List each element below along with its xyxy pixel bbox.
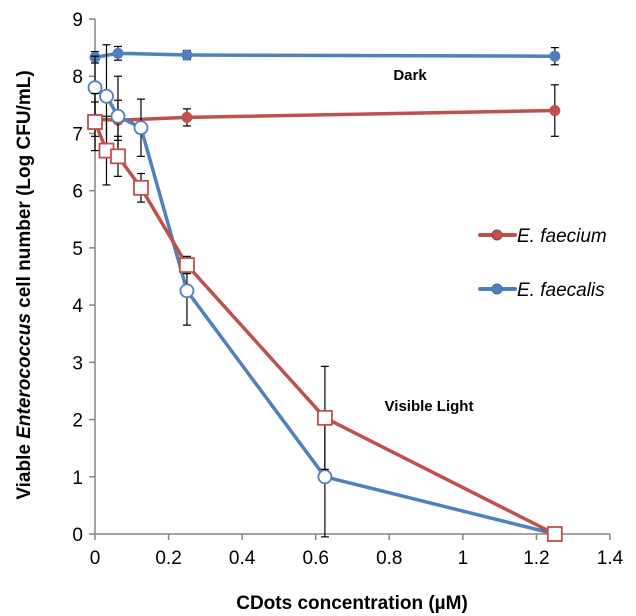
y-axis-ticks: 0 1 2 3 4 5 6 7 8 9 <box>72 10 95 546</box>
series-visible-light-e-faecium <box>87 92 563 542</box>
x-axis-title: CDots concentration (µM) <box>236 593 468 614</box>
data-point <box>179 283 195 299</box>
y-tick-label: 2 <box>72 411 83 432</box>
data-point <box>181 49 193 61</box>
data-point <box>179 257 195 273</box>
data-point <box>112 47 124 59</box>
y-axis-title-prefix: Viable <box>14 439 35 500</box>
data-point <box>549 50 561 62</box>
legend-label-e-faecalis: E. faecalis <box>517 280 605 301</box>
x-tick-label: 0 <box>90 548 101 569</box>
y-axis-title-suffix: cell number (Log CFU/mL) <box>14 70 35 313</box>
y-tick-label: 9 <box>72 10 83 31</box>
y-tick-label: 6 <box>72 182 83 203</box>
legend: E. faecium E. faecalis <box>478 226 607 301</box>
data-point <box>133 120 149 136</box>
data-point <box>110 148 126 165</box>
x-tick-label: 0.6 <box>303 548 329 569</box>
data-point <box>546 526 563 542</box>
y-tick-label: 1 <box>72 468 83 489</box>
y-axis-title-italic: Enterococcus <box>14 313 35 439</box>
data-point <box>87 114 103 130</box>
annotation-dark: Dark <box>393 67 427 84</box>
series-dark-e-faecium <box>89 84 561 141</box>
legend-marker-e-faecalis <box>491 283 503 295</box>
x-tick-label: 1 <box>458 548 469 569</box>
series-layer <box>87 44 563 542</box>
y-tick-label: 8 <box>72 67 83 88</box>
series-line <box>94 108 555 123</box>
data-point <box>133 179 149 196</box>
annotation-visible-light: Visible Light <box>385 398 474 415</box>
x-axis-ticks: 0 0.2 0.4 0.6 0.8 1 1.2 1.4 <box>90 534 624 569</box>
data-point <box>110 108 126 124</box>
data-point <box>99 88 114 104</box>
y-tick-label: 3 <box>72 353 83 374</box>
x-tick-label: 0.4 <box>229 548 256 569</box>
series-dark-e-faecalis <box>89 45 561 66</box>
x-tick-label: 1.4 <box>597 548 624 569</box>
data-point <box>87 80 103 96</box>
x-tick-label: 0.8 <box>376 548 402 569</box>
y-axis-title: Viable Enterococcus cell number (Log CFU… <box>14 70 35 499</box>
data-point <box>181 111 193 123</box>
legend-label-e-faecium: E. faecium <box>517 226 607 247</box>
y-tick-label: 0 <box>72 525 83 546</box>
y-tick-label: 4 <box>72 296 83 317</box>
data-point <box>317 409 333 426</box>
legend-marker-e-faecium <box>491 229 503 241</box>
legend-item-e-faecium: E. faecium <box>478 226 607 247</box>
data-point <box>317 469 333 485</box>
x-tick-label: 0.2 <box>155 548 181 569</box>
legend-item-e-faecalis: E. faecalis <box>478 280 605 301</box>
plot-area: 0 1 2 3 4 5 6 7 8 9 0 0.2 0.4 0.6 0.8 1 1.2 1.4 <box>72 10 623 569</box>
y-tick-label: 5 <box>72 239 83 260</box>
series-line <box>94 51 555 60</box>
x-tick-label: 1.2 <box>523 548 549 569</box>
y-tick-label: 7 <box>72 124 83 145</box>
data-point <box>549 105 561 117</box>
